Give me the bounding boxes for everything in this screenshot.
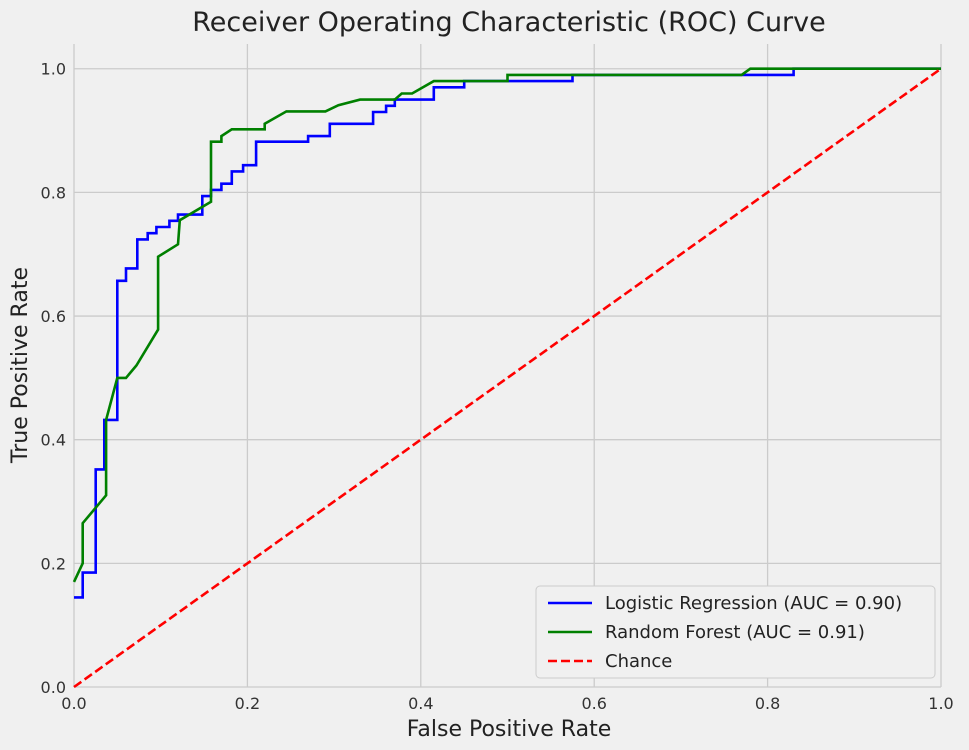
x-tick-label: 0.8 (755, 694, 780, 713)
y-axis-label: True Positive Rate (8, 267, 33, 464)
legend-label: Chance (605, 651, 672, 672)
y-tick-label: 0.2 (41, 554, 66, 573)
y-tick-labels: 0.0 0.2 0.4 0.6 0.8 1.0 (41, 60, 66, 697)
x-tick-labels: 0.0 0.2 0.4 0.6 0.8 1.0 (61, 694, 953, 713)
plot-area (74, 44, 941, 687)
grid-lines (73, 44, 942, 688)
series-lines (72, 67, 942, 689)
y-tick-label: 0.4 (41, 431, 66, 450)
legend: Logistic Regression (AUC = 0.90) Random F… (535, 585, 936, 679)
y-tick-label: 0.6 (41, 307, 66, 326)
x-tick-label: 0.0 (61, 694, 86, 713)
y-tick-label: 1.0 (41, 60, 66, 79)
legend-label: Random Forest (AUC = 0.91) (605, 622, 865, 643)
legend-label: Logistic Regression (AUC = 0.90) (605, 593, 902, 614)
series-line-2 (73, 67, 942, 689)
y-tick-label: 0.0 (41, 678, 66, 697)
x-tick-label: 1.0 (928, 694, 953, 713)
chart-title: Receiver Operating Characteristic (ROC) … (192, 7, 826, 38)
series-line-0 (74, 67, 941, 599)
legend-box (535, 585, 936, 679)
x-tick-label: 0.6 (581, 694, 606, 713)
x-axis-label: False Positive Rate (407, 717, 611, 742)
x-tick-label: 0.2 (235, 694, 260, 713)
y-tick-label: 0.8 (41, 183, 66, 202)
x-tick-label: 0.4 (408, 694, 433, 713)
series-line-1 (72, 67, 941, 583)
